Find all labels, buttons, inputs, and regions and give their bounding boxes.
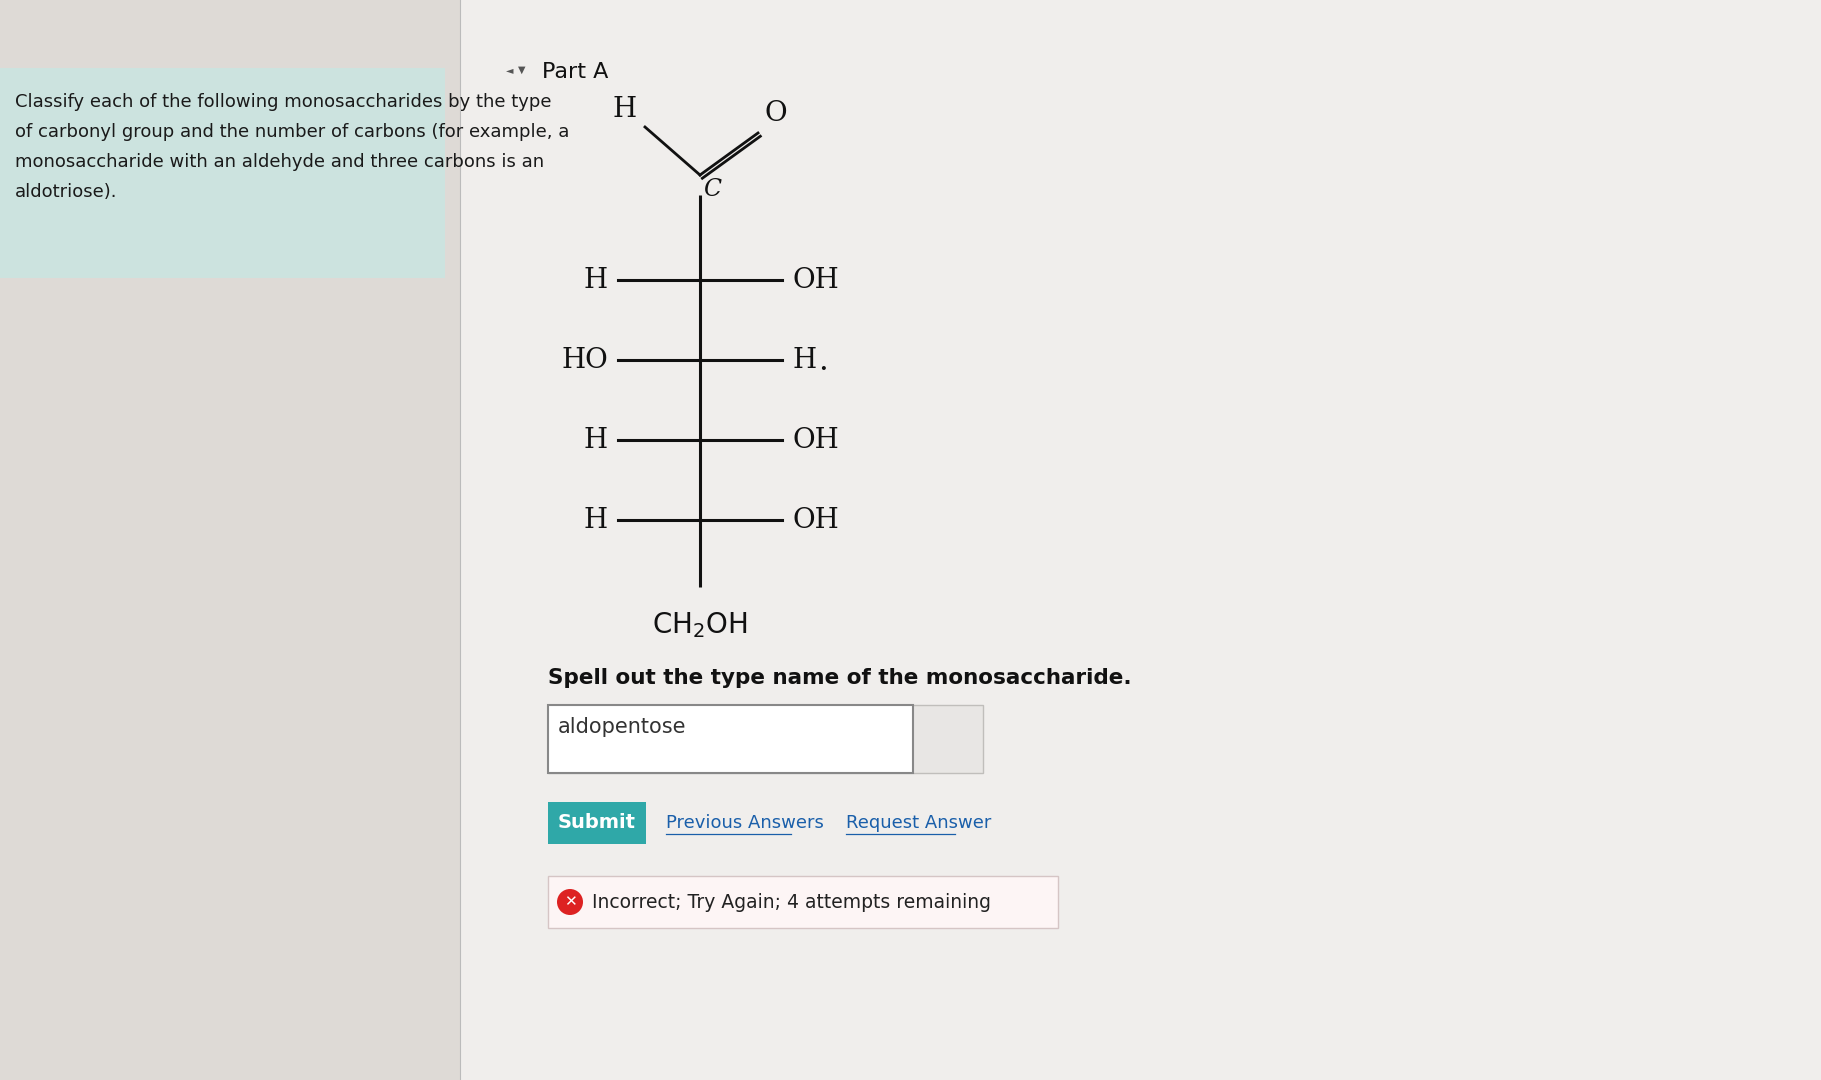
Text: ▼: ▼ [519, 65, 526, 75]
Text: .: . [818, 347, 829, 378]
Text: H: H [585, 427, 608, 454]
Text: Incorrect; Try Again; 4 attempts remaining: Incorrect; Try Again; 4 attempts remaini… [592, 892, 991, 912]
Text: monosaccharide with an aldehyde and three carbons is an: monosaccharide with an aldehyde and thre… [15, 153, 544, 171]
Bar [548, 802, 646, 843]
Text: Classify each of the following monosaccharides by the type: Classify each of the following monosacch… [15, 93, 552, 111]
Text: OH: OH [792, 427, 839, 454]
Text: OH: OH [792, 507, 839, 534]
Bar [461, 0, 1821, 1080]
Text: Spell out the type name of the monosaccharide.: Spell out the type name of the monosacch… [548, 669, 1131, 688]
Text: H: H [792, 347, 816, 374]
Text: C: C [703, 178, 721, 201]
Text: H: H [585, 267, 608, 294]
Text: HO: HO [561, 347, 608, 374]
Bar [548, 705, 983, 773]
Text: OH: OH [792, 267, 839, 294]
Bar [548, 705, 912, 773]
Text: $\mathregular{CH_2OH}$: $\mathregular{CH_2OH}$ [652, 610, 748, 639]
Text: aldotriose).: aldotriose). [15, 183, 118, 201]
Bar [0, 68, 444, 278]
Text: Request Answer: Request Answer [847, 814, 991, 832]
Circle shape [557, 889, 583, 915]
Text: Part A: Part A [543, 62, 608, 82]
Bar [548, 876, 1058, 928]
Text: aldopentose: aldopentose [557, 717, 687, 737]
Text: ◄: ◄ [506, 65, 514, 75]
Text: Previous Answers: Previous Answers [666, 814, 823, 832]
Text: O: O [765, 100, 787, 127]
Text: H: H [614, 96, 637, 123]
Text: H: H [585, 507, 608, 534]
Text: of carbonyl group and the number of carbons (for example, a: of carbonyl group and the number of carb… [15, 123, 570, 141]
Text: Submit: Submit [557, 813, 636, 833]
Text: ✕: ✕ [565, 894, 577, 909]
